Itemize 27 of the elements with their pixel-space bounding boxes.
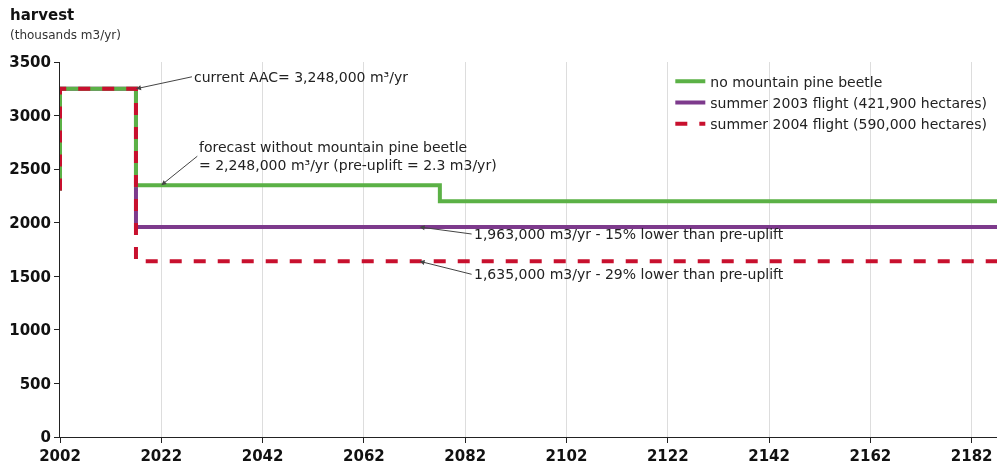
y-tick-label: 0: [40, 428, 51, 447]
y-tick-label: 2000: [9, 213, 51, 232]
annotation: 1,635,000 m3/yr - 29% lower than pre-uplift: [474, 266, 784, 282]
annotation: current AAC= 3,248,000 m³/yr: [194, 69, 409, 85]
legend-label: no mountain pine beetle: [710, 73, 883, 90]
annotation: 1,963,000 m3/yr - 15% lower than pre-uplift: [474, 226, 784, 242]
x-tick-label: 2002: [39, 447, 81, 465]
x-tick-label: 2082: [444, 447, 487, 465]
x-tick-label: 2122: [646, 447, 689, 465]
chart-title: harvest: [10, 6, 75, 24]
x-tick-label: 2062: [343, 447, 385, 465]
legend-label: summer 2004 flight (590,000 hectares): [710, 116, 987, 133]
x-tick-label: 2102: [545, 447, 588, 465]
y-tick-label: 3000: [9, 106, 51, 125]
x-tick-label: 2042: [241, 447, 284, 465]
y-tick-label: 1000: [9, 321, 51, 340]
x-tick-label: 2022: [140, 447, 183, 465]
y-tick-label: 3500: [9, 53, 51, 72]
x-tick-label: 2182: [950, 447, 993, 465]
chart-subtitle: (thousands m3/yr): [10, 28, 121, 42]
x-tick-label: 2142: [748, 447, 790, 465]
y-tick-label: 500: [19, 374, 51, 393]
x-tick-label: 2162: [849, 447, 892, 465]
y-tick-label: 2500: [9, 160, 51, 179]
legend-label: summer 2003 flight (421,900 hectares): [710, 95, 987, 112]
y-tick-label: 1500: [9, 267, 51, 286]
annotation: forecast without mountain pine beetle = 2,248,000 m³/yr (pre-uplift = 2.3 m3/yr): [199, 139, 497, 174]
